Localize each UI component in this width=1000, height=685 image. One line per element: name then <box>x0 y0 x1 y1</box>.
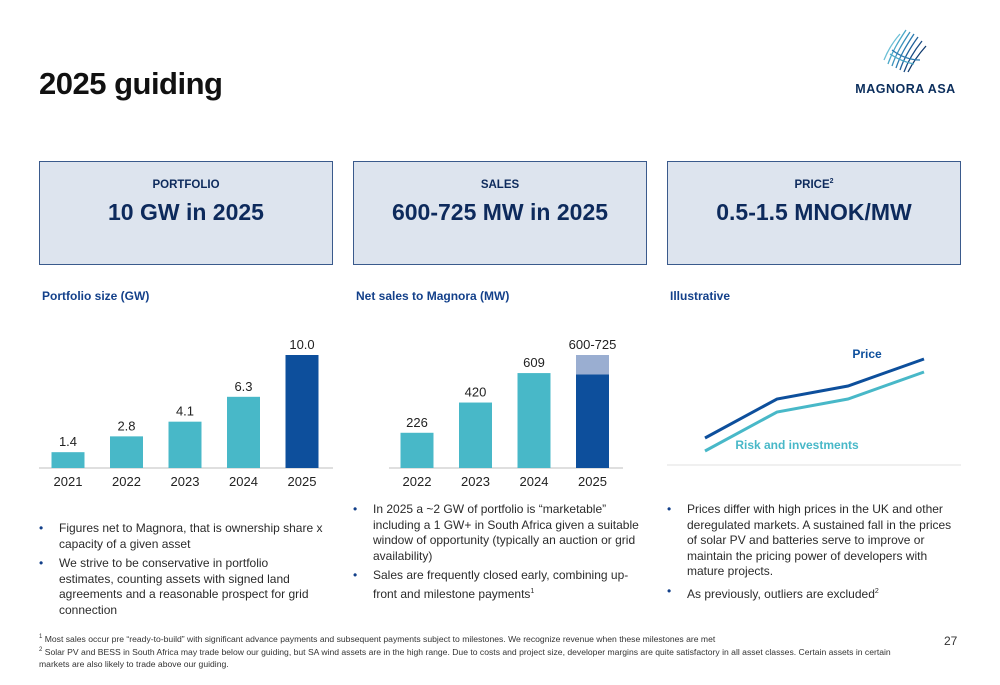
bullet-text: Figures net to Magnora, that is ownershi… <box>59 521 323 551</box>
logo-text: MAGNORA ASA <box>855 82 956 96</box>
bar <box>168 421 202 468</box>
page-title: 2025 guiding <box>39 66 223 101</box>
footnote-text: Solar PV and BESS in South Africa may tr… <box>39 647 891 669</box>
bar <box>459 402 492 468</box>
x-tick-label: 2022 <box>403 474 432 489</box>
x-tick-label: 2024 <box>229 474 258 489</box>
data-label: 600-725 <box>569 337 617 352</box>
x-tick-label: 2021 <box>54 474 83 489</box>
bullet-item: • As previously, outliers are excluded2 <box>667 584 957 603</box>
bar <box>227 396 260 468</box>
bar <box>400 432 434 468</box>
kpi-label-text: SALES <box>480 178 520 191</box>
footnotes: 1 Most sales occur pre “ready-to-build” … <box>39 632 919 670</box>
bullets-portfolio: • Figures net to Magnora, that is ownersh… <box>39 521 324 622</box>
data-label: 420 <box>465 385 487 400</box>
bar <box>110 436 143 468</box>
bullet-text: As previously, outliers are excluded <box>687 586 875 601</box>
bullet-text: In 2025 a ~2 GW of portfolio is “marketa… <box>373 502 639 563</box>
bullet-icon: • <box>667 502 672 516</box>
footnote-text: Most sales occur pre “ready-to-build” wi… <box>44 633 716 644</box>
kpi-portfolio: PORTFOLIO 10 GW in 2025 <box>39 161 333 265</box>
x-tick-label: 2024 <box>520 474 549 489</box>
bullets-price: • Prices differ with high prices in the U… <box>667 502 957 606</box>
bullet-icon: • <box>353 502 358 516</box>
x-tick-label: 2023 <box>461 474 490 489</box>
kpi-value: 600-725 MW in 2025 <box>391 198 609 225</box>
bar <box>576 374 609 468</box>
kpi-label: PORTFOLIO <box>40 178 332 191</box>
footnote: 2 Solar PV and BESS in South Africa may … <box>39 645 919 670</box>
x-tick-label: 2022 <box>112 474 141 489</box>
page-number: 27 <box>944 634 958 648</box>
footnote: 1 Most sales occur pre “ready-to-build” … <box>39 632 919 645</box>
kpi-value: 0.5-1.5 MNOK/MW <box>716 198 912 225</box>
kpi-value: 10 GW in 2025 <box>108 198 264 225</box>
bar-range <box>576 355 609 375</box>
bar <box>285 355 319 468</box>
data-label: 2.8 <box>117 418 135 433</box>
x-tick-label: 2025 <box>578 474 607 489</box>
bullet-footnote-ref: 2 <box>874 587 879 595</box>
data-label: 10.0 <box>289 337 314 352</box>
bullet-icon: • <box>667 583 672 598</box>
series-line-price <box>704 357 925 440</box>
bullet-item: • We strive to be conservative in portfol… <box>39 556 324 618</box>
footnote-num: 2 <box>39 647 43 654</box>
footnote-num: 1 <box>39 634 43 640</box>
kpi-label-sup: 2 <box>829 178 834 185</box>
section-title-portfolio: Portfolio size (GW) <box>42 289 150 303</box>
bullet-footnote-ref: 1 <box>530 587 535 595</box>
bullet-item: • Figures net to Magnora, that is ownersh… <box>39 521 324 552</box>
sales-bar-chart: 226 2022 420 2023 609 2024 600-725 2025 <box>389 337 623 489</box>
portfolio-bar-chart: 1.4 2021 2.8 2022 4.1 2023 6.3 2024 10.0 2025 <box>39 337 333 489</box>
bullet-icon: • <box>39 521 44 535</box>
kpi-label-text: PORTFOLIO <box>152 178 220 191</box>
bullet-icon: • <box>353 568 358 582</box>
series-label-price: Price <box>852 347 882 361</box>
kpi-label: PRICE2 <box>668 178 960 191</box>
bullet-text: We strive to be conservative in portfoli… <box>59 556 309 617</box>
series-label-risk: Risk and investments <box>735 438 859 452</box>
bullet-item: • Prices differ with high prices in the U… <box>667 502 957 580</box>
bullet-icon: • <box>39 556 44 570</box>
logo-mark-icon <box>883 29 927 73</box>
bar <box>51 452 85 468</box>
kpi-label-text: PRICE <box>794 178 830 191</box>
section-title-sales: Net sales to Magnora (MW) <box>356 289 510 303</box>
kpi-price: PRICE2 0.5-1.5 MNOK/MW <box>667 161 961 265</box>
bullet-item: • Sales are frequently closed early, comb… <box>353 568 643 602</box>
bullet-text: Prices differ with high prices in the UK… <box>687 502 952 578</box>
data-label: 4.1 <box>176 404 194 419</box>
x-tick-label: 2025 <box>288 474 317 489</box>
section-title-illustrative: Illustrative <box>670 289 731 303</box>
data-label: 226 <box>406 415 428 430</box>
magnora-logo: MAGNORA ASA <box>848 24 963 99</box>
illustrative-line-chart: Price Risk and investments <box>667 347 961 466</box>
x-tick-label: 2023 <box>171 474 200 489</box>
data-label: 1.4 <box>59 434 77 449</box>
data-label: 609 <box>523 355 545 370</box>
kpi-label: SALES <box>354 178 646 191</box>
series-line-risk <box>704 370 925 453</box>
bullets-sales: • In 2025 a ~2 GW of portfolio is “market… <box>353 502 643 606</box>
kpi-sales: SALES 600-725 MW in 2025 <box>353 161 647 265</box>
bar <box>517 373 551 468</box>
bullet-item: • In 2025 a ~2 GW of portfolio is “market… <box>353 502 643 564</box>
data-label: 6.3 <box>234 379 252 394</box>
bullet-text: Sales are frequently closed early, combi… <box>373 568 629 601</box>
